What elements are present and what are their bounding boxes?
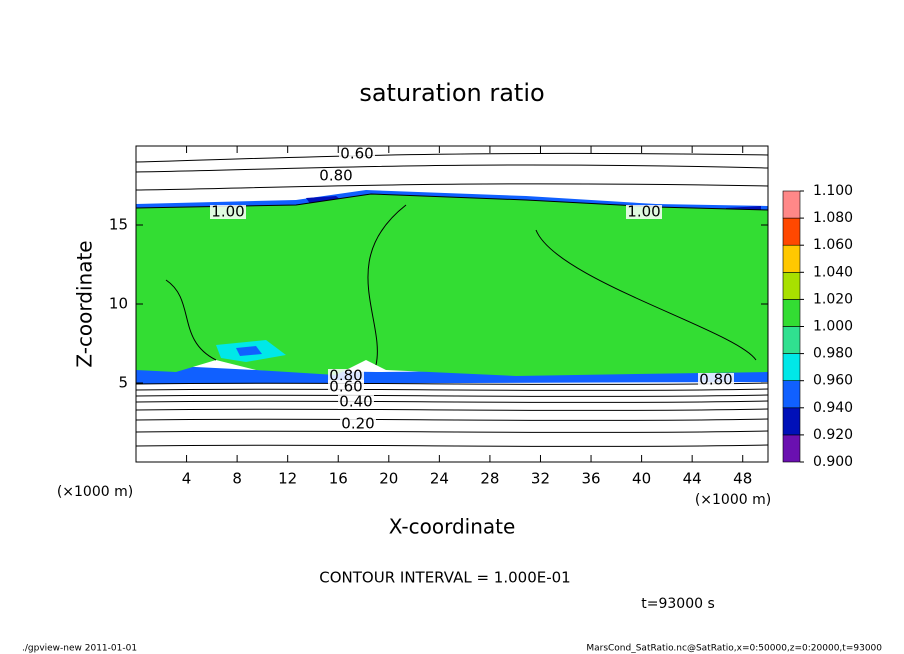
footer-right: MarsCond_SatRatio.nc@SatRatio,x=0:50000,… [586,644,882,654]
x-tick-label: 36 [581,470,600,488]
contour-line [135,430,769,433]
colorbar-band [782,190,801,219]
y-tick-label: 10 [109,295,128,313]
contour-line [135,382,769,385]
x-tick-label: 16 [329,470,348,488]
field-blue-patch [236,346,262,356]
colorbar-band [782,244,801,273]
x-tick-label: 40 [632,470,651,488]
colorbar-label: 1.040 [813,264,853,280]
time-label: t=93000 s [641,596,715,612]
contour-label-bg [328,380,364,394]
colorbar-band [782,353,801,382]
colorbar-label: 1.060 [813,237,853,253]
x-tick-label: 28 [480,470,499,488]
contour-label: 0.40 [339,393,372,411]
colorbar-band [782,407,801,436]
colorbar-band [782,271,801,300]
contour-label-bg [318,169,354,183]
contour-label: 1.00 [627,203,660,221]
y-tick-label: 5 [118,374,128,392]
contour-label: 0.20 [341,415,374,433]
colorbar-band [782,299,801,327]
contour-label-bg [328,369,364,383]
footer-left: ./gpview-new 2011-01-01 [22,644,137,654]
contour-label-bg [210,205,246,219]
x-tick-label: 24 [430,470,449,488]
colorbar-label: 1.080 [813,210,853,226]
contour-label-bg [698,373,734,387]
x-tick-label: 44 [683,470,702,488]
colorbar-label: 0.960 [813,373,853,389]
colorbar-label: 0.920 [813,427,853,443]
contour-label-bg [339,147,375,161]
contour-line [165,279,217,361]
contour-line [135,400,769,403]
contour-line [135,193,769,211]
contour-label-bg [338,395,374,409]
contour-line [135,444,769,447]
contour-line [135,152,769,163]
contour-label: 0.80 [699,371,732,389]
y-tick-label: 15 [109,216,128,234]
contour-line [135,394,769,397]
colorbar-label: 1.020 [813,291,853,307]
colorbar-band [782,217,801,246]
colorbar-label: 0.900 [813,454,853,470]
contour-label: 0.80 [319,167,352,185]
x-tick-label: 48 [733,470,752,488]
contour-line [535,229,757,361]
contour-interval: CONTOUR INTERVAL = 1.000E-01 [319,569,570,587]
x-tick-label: 4 [182,470,192,488]
contour-line [135,408,769,411]
contour-line [367,204,407,366]
contour-line [135,388,769,391]
y-unit: (×1000 m) [57,484,133,500]
field-low-blue [136,364,768,384]
colorbar-label: 1.100 [813,183,853,199]
contour-label-bg [340,417,376,431]
contour-line [135,418,769,421]
x-unit: (×1000 m) [695,492,771,508]
colorbar-band [782,434,801,463]
colorbar-label: 0.940 [813,400,853,416]
contour-line [135,183,769,191]
contour-label: 1.00 [211,203,244,221]
contour-label-bg [626,205,662,219]
chart-title: saturation ratio [359,79,544,107]
contour-line [135,164,769,173]
colorbar-band [782,380,801,409]
contour-label: 0.60 [340,145,373,163]
y-axis-label: Z-coordinate [73,240,97,367]
x-tick-label: 32 [531,470,550,488]
colorbar-band [782,326,801,354]
x-tick-label: 8 [232,470,242,488]
x-tick-label: 20 [379,470,398,488]
x-tick-label: 12 [278,470,297,488]
x-axis-label: X-coordinate [389,515,516,539]
contour-label: 0.60 [329,378,362,396]
colorbar-label: 1.000 [813,319,853,335]
field-green [136,194,768,376]
colorbar-label: 0.980 [813,346,853,362]
